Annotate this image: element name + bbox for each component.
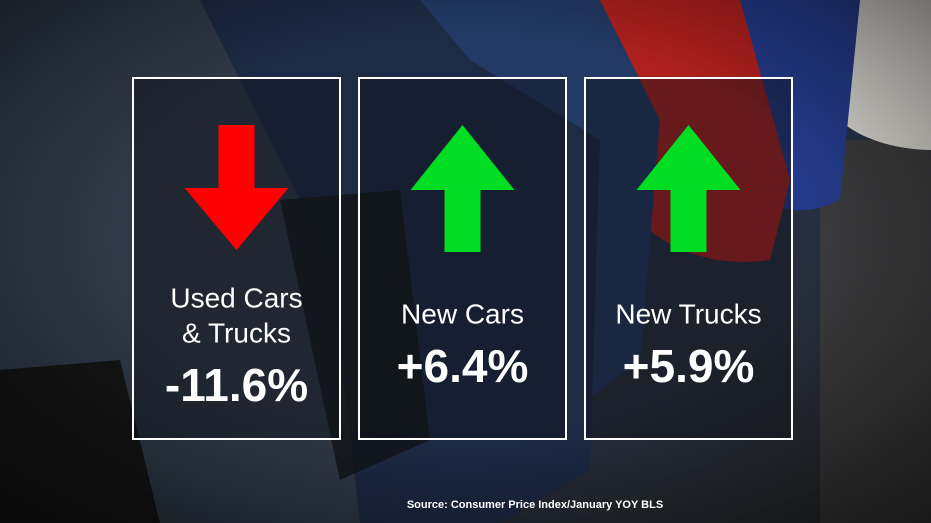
arrow-up	[410, 125, 515, 252]
panel-label: New Trucks	[615, 298, 761, 329]
source: Source: Consumer Price Index/January YOY…	[407, 499, 663, 511]
panel-value: -11.6%	[165, 359, 308, 411]
arrow-up	[636, 125, 741, 252]
arrow-down	[184, 125, 289, 250]
panel-label: Used Cars	[170, 282, 302, 313]
panel-label: New Cars	[401, 298, 524, 329]
panel-label: & Trucks	[182, 317, 291, 348]
panel-value: +6.4%	[397, 340, 529, 392]
panel-value: +5.9%	[623, 340, 755, 392]
panel	[132, 77, 341, 440]
